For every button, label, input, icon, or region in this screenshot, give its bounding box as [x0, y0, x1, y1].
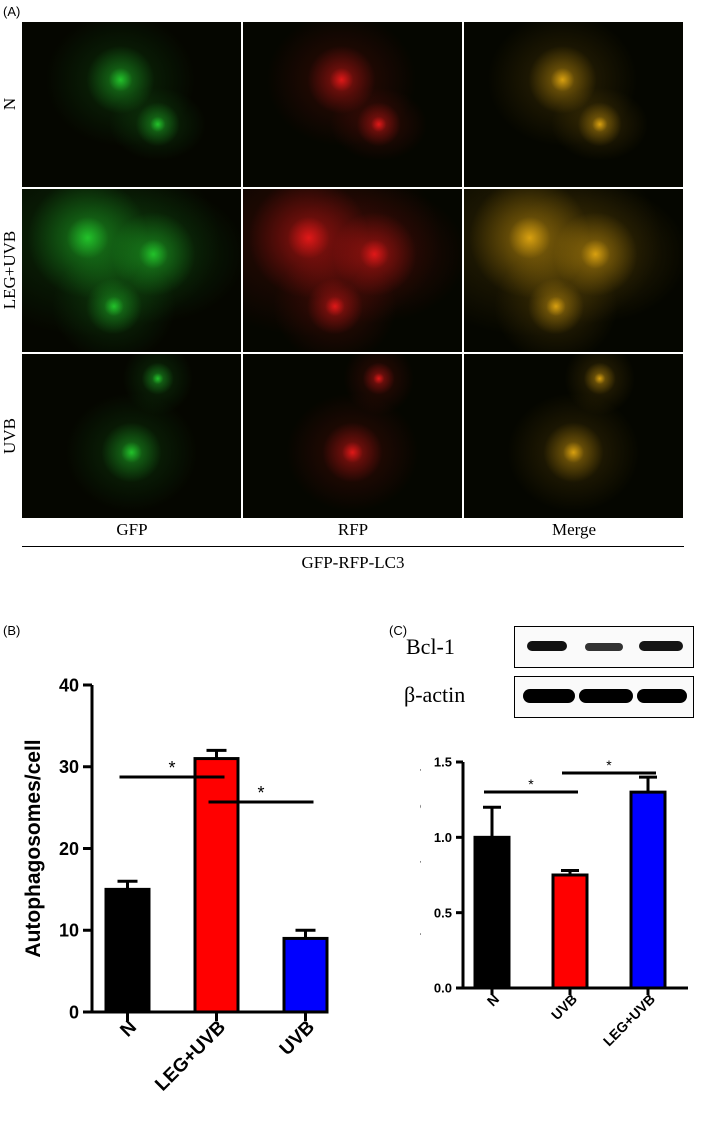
- micrograph-leg-uvb-merge: [464, 189, 683, 352]
- column-label-rfp: RFP: [337, 520, 369, 539]
- y-axis-label: Relative protein level (fold change of N…: [420, 767, 421, 983]
- blot-band: [523, 689, 575, 703]
- chart-autophagosomes: 0 10 20 30 40 Autophagosomes/cell N LEG+UVB UVB *…: [22, 675, 329, 1096]
- micrograph-leg-uvb-rfp: [243, 189, 462, 352]
- micrograph-uvb-rfp: [243, 354, 462, 518]
- group-label: GFP-RFP-LC3: [301, 553, 405, 572]
- blot-band: [639, 641, 683, 651]
- y-tick-label: 1.5: [434, 755, 452, 770]
- x-tick-label: LEG+UVB: [600, 991, 658, 1049]
- y-axis-label: Autophagosomes/cell: [22, 739, 45, 957]
- significance-star: *: [257, 783, 264, 803]
- x-tick-label: N: [484, 991, 502, 1009]
- row-label-uvb: UVB: [0, 418, 19, 454]
- y-tick-label: 10: [59, 921, 79, 941]
- row-label-n: N: [0, 97, 19, 111]
- micrograph-leg-uvb-gfp: [22, 189, 241, 352]
- micrograph-n-rfp: [243, 22, 462, 187]
- significance-star: *: [168, 758, 175, 778]
- bar-uvb: [551, 873, 589, 990]
- blot-actin: [514, 676, 694, 718]
- group-underline: [22, 546, 684, 547]
- bar-n: [104, 887, 151, 1014]
- blot-band: [637, 689, 687, 703]
- x-tick-label: N: [116, 1017, 141, 1042]
- chart-protein-level: 0.0 0.5 1.0 1.5 Relative protein level (fold…: [420, 755, 688, 1049]
- row-label-leg-uvb: LEG+UVB: [0, 230, 19, 310]
- blot-band: [527, 641, 567, 651]
- blot-label-actin: β-actin: [404, 682, 466, 707]
- y-tick-label: 0: [69, 1002, 79, 1022]
- micrograph-uvb-merge: [464, 354, 683, 518]
- y-tick-label: 20: [59, 839, 79, 859]
- bar-uvb: [282, 936, 329, 1014]
- column-label-merge: Merge: [551, 520, 597, 539]
- blot-band: [579, 689, 633, 703]
- bar-leg-uvb: [193, 757, 240, 1014]
- significance-star: *: [528, 776, 534, 792]
- blot-bcl1: [514, 626, 694, 668]
- x-tick-label: UVB: [548, 991, 580, 1023]
- panel-b-label: (B): [3, 623, 21, 638]
- y-tick-label: 0.0: [434, 981, 452, 996]
- column-label-gfp: GFP: [116, 520, 148, 539]
- x-tick-label: LEG+UVB: [151, 1017, 230, 1096]
- panel-c-label: (C): [389, 623, 408, 638]
- blot-label-bcl1: Bcl-1: [406, 634, 455, 659]
- bar-n: [473, 835, 511, 990]
- bar-leg-uvb: [629, 790, 667, 990]
- x-tick-label: UVB: [276, 1017, 319, 1060]
- micrograph-n-merge: [464, 22, 683, 187]
- y-tick-label: 30: [59, 757, 79, 777]
- micrograph-n-gfp: [22, 22, 241, 187]
- panel-a-label: (A): [3, 4, 21, 19]
- blot-band: [585, 643, 623, 651]
- y-tick-label: 40: [59, 675, 79, 695]
- y-tick-label: 1.0: [434, 830, 452, 845]
- significance-star: *: [606, 757, 612, 773]
- y-tick-label: 0.5: [434, 905, 452, 920]
- micrograph-uvb-gfp: [22, 354, 241, 518]
